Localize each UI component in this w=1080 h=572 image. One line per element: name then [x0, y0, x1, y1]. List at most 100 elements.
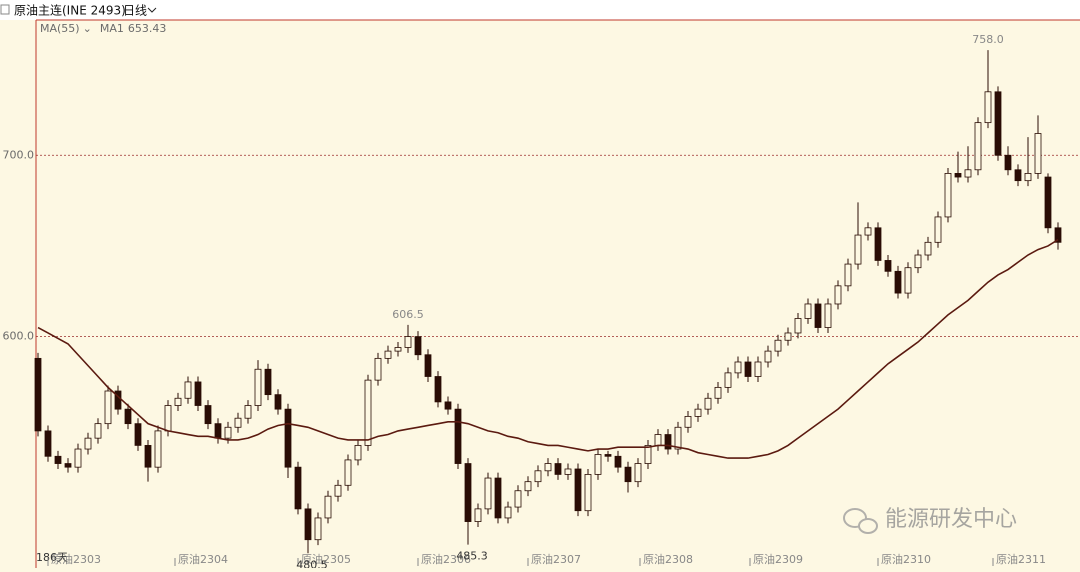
candle-body: [394, 347, 402, 352]
watermark-text: 能源研发中心: [885, 507, 1017, 532]
price-annotation: 606.5: [392, 308, 424, 321]
candle-body: [504, 506, 512, 519]
x-tick-label: 原油2310: [881, 552, 931, 566]
watermark: 能源研发中心: [843, 507, 1017, 534]
candle-body: [1024, 173, 1032, 182]
candle-body: [804, 303, 812, 319]
x-tick-label: 原油2305: [301, 552, 351, 566]
candle-body: [884, 260, 892, 272]
candle-body: [374, 357, 382, 381]
candle-body: [244, 405, 252, 419]
symbol-label[interactable]: 原油主连(INE 2493): [14, 3, 126, 18]
candle-body: [154, 430, 162, 468]
candle-body: [834, 285, 842, 305]
candle-body: [344, 459, 352, 486]
x-tick-label: 原油2311: [996, 552, 1046, 566]
candle-body: [454, 408, 462, 464]
candle-body: [824, 303, 832, 328]
period-dropdown[interactable]: [147, 7, 157, 13]
candle-body: [864, 227, 872, 236]
candle-body: [404, 336, 412, 348]
candle-body: [424, 354, 432, 377]
candle-body: [624, 466, 632, 483]
candle-body: [234, 417, 242, 428]
candle-body: [654, 434, 662, 446]
candle-body: [194, 381, 202, 406]
candle-body: [184, 381, 192, 399]
x-tick-label: 原油2303: [51, 552, 101, 566]
candle-body: [214, 423, 222, 439]
price-annotation: 485.3: [456, 550, 488, 563]
candle-body: [844, 263, 852, 287]
candle-body: [944, 173, 952, 218]
candle-body: [1004, 154, 1012, 171]
candle-body: [104, 390, 112, 425]
candle-body: [754, 361, 762, 377]
candle-body: [614, 455, 622, 468]
candle-body: [74, 448, 82, 468]
candle-body: [704, 397, 712, 410]
candle-body: [1014, 169, 1022, 182]
candle-body: [994, 91, 1002, 156]
legend: MA(55) ⌄ MA1 653.43: [40, 22, 166, 35]
candle-body: [34, 357, 42, 432]
candle-body: [124, 408, 132, 425]
candle-body: [444, 401, 452, 410]
candle-body: [54, 455, 62, 464]
candle-body: [904, 267, 912, 294]
watermark-icon: [858, 518, 878, 534]
y-tick-label: 600.0: [3, 330, 35, 343]
candle-body: [274, 394, 282, 410]
candle-body: [784, 332, 792, 341]
candle-body: [914, 254, 922, 269]
candle-body: [934, 216, 942, 243]
candle-body: [354, 445, 362, 461]
candle-body: [324, 495, 332, 519]
candle-body: [674, 426, 682, 450]
candle-body: [44, 430, 52, 457]
watermark-icon: [843, 508, 867, 528]
candle-body: [954, 173, 962, 178]
legend-ma-value: 653.43: [128, 22, 167, 35]
candle-body: [874, 227, 882, 261]
x-tick-label: 原油2306: [421, 552, 471, 566]
candle-body: [474, 508, 482, 522]
legend-indicator: MA(55): [40, 22, 80, 35]
x-tick-label: 原油2309: [753, 552, 803, 566]
candle-body: [814, 303, 822, 328]
candle-body: [294, 466, 302, 510]
candle-body: [84, 437, 92, 450]
toolbar: [0, 0, 1080, 20]
candle-body: [694, 408, 702, 417]
candle-body: [1054, 227, 1062, 243]
candle-body: [554, 463, 562, 475]
candle-body: [204, 405, 212, 425]
candle-body: [434, 376, 442, 403]
candle-body: [144, 445, 152, 468]
candle-body: [334, 484, 342, 497]
candle-body: [774, 339, 782, 352]
candle-body: [134, 423, 142, 446]
candle-body: [574, 468, 582, 512]
candle-body: [604, 454, 612, 457]
candle-body: [1044, 176, 1052, 229]
candle-body: [854, 234, 862, 265]
ma-line: [37, 239, 1059, 459]
candle-body: [64, 463, 72, 468]
candle-body: [304, 508, 312, 541]
candle-body: [484, 477, 492, 510]
period-label[interactable]: 日线: [123, 4, 147, 18]
candle-body: [764, 350, 772, 363]
candle-body: [894, 270, 902, 294]
candle-body: [414, 336, 422, 356]
candle-body: [364, 379, 372, 446]
x-tick-label: 原油2308: [643, 552, 693, 566]
candle-body: [94, 423, 102, 439]
y-tick-label: 700.0: [3, 148, 35, 161]
candle-body: [584, 474, 592, 512]
candle-body: [1034, 133, 1042, 174]
toolbar-icon: [0, 4, 10, 15]
candle-body: [724, 372, 732, 388]
